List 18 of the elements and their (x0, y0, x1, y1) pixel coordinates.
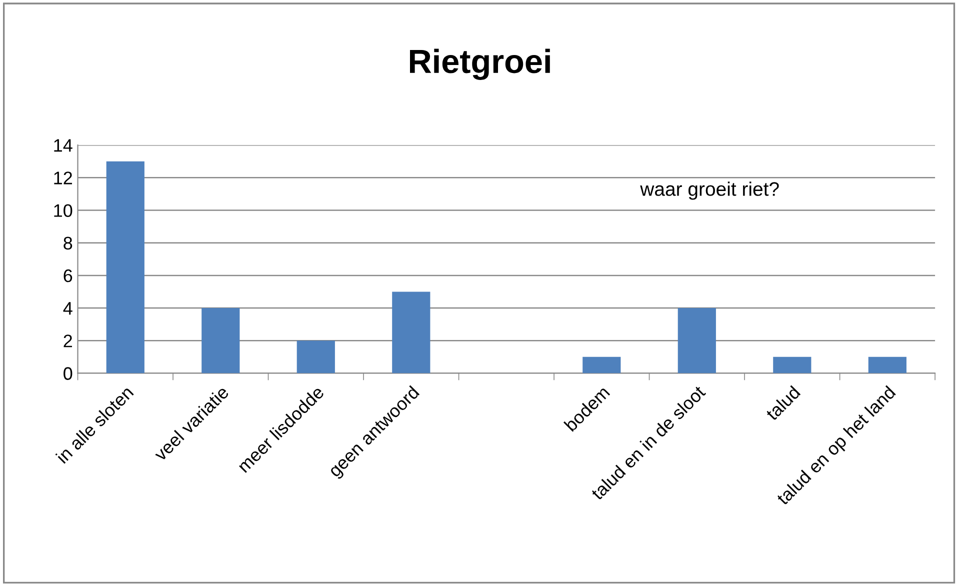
y-tick-label: 14 (54, 139, 72, 152)
y-tick-label: 8 (64, 236, 72, 250)
annotation: waar groeit riet? (640, 182, 779, 200)
bar (582, 356, 621, 374)
y-tick-label: 4 (63, 302, 72, 315)
chart-title: Rietgroei (410, 48, 550, 80)
y-tick-label: 0 (64, 367, 72, 380)
bar (106, 161, 144, 374)
bar (202, 308, 240, 374)
bar (296, 340, 335, 374)
y-tick-label: 2 (64, 334, 72, 348)
y-tick-label: 12 (54, 172, 72, 184)
y-tick-label: 10 (54, 204, 72, 217)
bar (392, 292, 430, 374)
y-tick-label: 6 (64, 269, 72, 282)
bar (868, 356, 906, 374)
bar (773, 356, 812, 374)
bar (678, 308, 716, 374)
